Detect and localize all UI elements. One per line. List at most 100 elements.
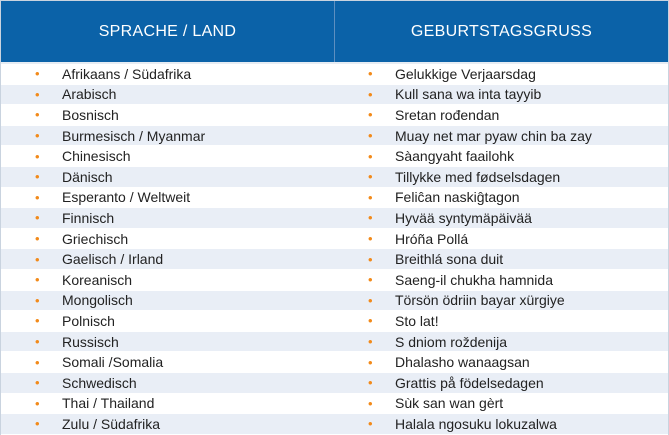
bullet-icon: • <box>368 86 373 102</box>
language-cell: • Griechisch <box>1 229 335 249</box>
bullet-icon: • <box>368 313 373 329</box>
greeting-label: Sùk san wan gèrt <box>395 395 504 412</box>
greeting-label: S dniom roždenija <box>395 333 508 350</box>
language-label: Russisch <box>62 333 119 350</box>
language-cell: • Bosnisch <box>1 105 335 125</box>
language-cell: • Esperanto / Weltweit <box>1 188 335 208</box>
greeting-cell: • Feliĉan naskiĝtagon <box>335 188 668 208</box>
language-label: Finnisch <box>62 209 115 226</box>
greeting-cell: • Kull sana wa inta tayyib <box>335 85 668 105</box>
greeting-cell: • Saeng-il chukha hamnida <box>335 270 668 290</box>
language-label: Bosnisch <box>62 106 119 123</box>
language-cell: • Dänisch <box>1 167 335 187</box>
table-body: • Afrikaans / Südafrika • Gelukkige Verjaar… <box>1 64 668 435</box>
greeting-cell: • Grattis på födelsedagen <box>335 373 668 393</box>
column-header-language: SPRACHE / LAND <box>1 1 335 62</box>
bullet-icon: • <box>368 169 373 185</box>
table-row: • Somali /Somalia • Dhalasho wanaagsan <box>1 352 668 373</box>
bullet-icon: • <box>368 231 373 247</box>
language-cell: • Zulu / Südafrika <box>1 414 335 434</box>
bullet-icon: • <box>368 189 373 205</box>
language-cell: • Schwedisch <box>1 373 335 393</box>
language-cell: • Thai / Thailand <box>1 394 335 414</box>
bullet-icon: • <box>35 107 40 123</box>
greeting-cell: • Gelukkige Verjaarsdag <box>335 64 668 84</box>
table-header: SPRACHE / LAND GEBURTSTAGSGRUSS <box>1 1 668 64</box>
bullet-icon: • <box>368 107 373 123</box>
language-cell: • Koreanisch <box>1 270 335 290</box>
greeting-label: Tillykke med fødselsdagen <box>395 168 561 185</box>
table-row: • Thai / Thailand • Sùk san wan gèrt <box>1 393 668 415</box>
bullet-icon: • <box>368 292 373 308</box>
table-row: • Finnisch • Hyvää syntymäpäivää <box>1 208 668 229</box>
column-header-greeting: GEBURTSTAGSGRUSS <box>410 22 593 40</box>
bullet-icon: • <box>368 354 373 370</box>
greeting-label: Gelukkige Verjaarsdag <box>395 65 536 82</box>
table-row: • Mongolisch • Törsön ödriin bayar xürgiye <box>1 290 668 312</box>
language-label: Arabisch <box>62 86 117 103</box>
table-row: • Esperanto / Weltweit • Feliĉan naskiĝtago… <box>1 187 668 209</box>
language-label: Esperanto / Weltweit <box>62 189 191 206</box>
greeting-label: Sàangyaht faailohk <box>395 148 515 165</box>
language-cell: • Burmesisch / Myanmar <box>1 126 335 146</box>
language-label: Mongolisch <box>62 292 133 309</box>
language-cell: • Polnisch <box>1 311 335 331</box>
bullet-icon: • <box>368 128 373 144</box>
table-row: • Chinesisch • Sàangyaht faailohk <box>1 146 668 167</box>
greeting-cell: • S dniom roždenija <box>335 332 668 352</box>
greeting-label: Muay net mar pyaw chin ba zay <box>395 127 592 144</box>
table-row: • Koreanisch • Saeng-il chukha hamnida <box>1 269 668 291</box>
bullet-icon: • <box>35 231 40 247</box>
greeting-label: Dhalasho wanaagsan <box>395 354 530 371</box>
bullet-icon: • <box>35 169 40 185</box>
language-label: Dänisch <box>62 168 113 185</box>
language-label: Somali /Somalia <box>62 354 164 371</box>
bullet-icon: • <box>35 210 40 226</box>
language-label: Polnisch <box>62 312 115 329</box>
table-row: • Bosnisch • Sretan rođendan <box>1 105 668 126</box>
bullet-icon: • <box>35 416 40 432</box>
language-cell: • Finnisch <box>1 208 335 228</box>
bullet-icon: • <box>35 189 40 205</box>
table-row: • Russisch • S dniom roždenija <box>1 331 668 353</box>
greeting-label: Feliĉan naskiĝtagon <box>395 189 520 206</box>
greeting-cell: • Tillykke med fødselsdagen <box>335 167 668 187</box>
bullet-icon: • <box>368 272 373 288</box>
language-label: Gaelisch / Irland <box>62 251 164 268</box>
language-cell: • Chinesisch <box>1 146 335 166</box>
greeting-label: Sto lat! <box>395 312 439 329</box>
bullet-icon: • <box>368 251 373 267</box>
language-cell: • Russisch <box>1 332 335 352</box>
greeting-label: Saeng-il chukha hamnida <box>395 271 553 288</box>
greeting-label: Hróña Pollá <box>395 230 469 247</box>
bullet-icon: • <box>368 416 373 432</box>
language-label: Zulu / Südafrika <box>62 415 161 432</box>
bullet-icon: • <box>368 210 373 226</box>
bullet-icon: • <box>35 354 40 370</box>
bullet-icon: • <box>368 334 373 350</box>
language-label: Burmesisch / Myanmar <box>62 127 206 144</box>
language-label: Thai / Thailand <box>62 395 155 412</box>
greeting-cell: • Sretan rođendan <box>335 105 668 125</box>
table-row: • Dänisch • Tillykke med fødselsdagen <box>1 166 668 188</box>
greeting-cell: • Hróña Pollá <box>335 229 668 249</box>
table-row: • Schwedisch • Grattis på födelsedagen <box>1 372 668 394</box>
table-row: • Burmesisch / Myanmar • Muay net mar pyaw … <box>1 125 668 147</box>
language-label: Griechisch <box>62 230 129 247</box>
bullet-icon: • <box>368 375 373 391</box>
greeting-label: Törsön ödriin bayar xürgiye <box>395 292 565 309</box>
bullet-icon: • <box>35 148 40 164</box>
bullet-icon: • <box>35 334 40 350</box>
language-cell: • Gaelisch / Irland <box>1 249 335 269</box>
greeting-label: Halala ngosuku lokuzalwa <box>395 415 557 432</box>
greeting-cell: • Törsön ödriin bayar xürgiye <box>335 291 668 311</box>
table-row: • Polnisch • Sto lat! <box>1 311 668 332</box>
bullet-icon: • <box>368 395 373 411</box>
bullet-icon: • <box>35 66 40 82</box>
language-cell: • Arabisch <box>1 85 335 105</box>
greeting-label: Sretan rođendan <box>395 106 500 123</box>
language-label: Chinesisch <box>62 148 131 165</box>
greeting-cell: • Dhalasho wanaagsan <box>335 352 668 372</box>
bullet-icon: • <box>35 313 40 329</box>
